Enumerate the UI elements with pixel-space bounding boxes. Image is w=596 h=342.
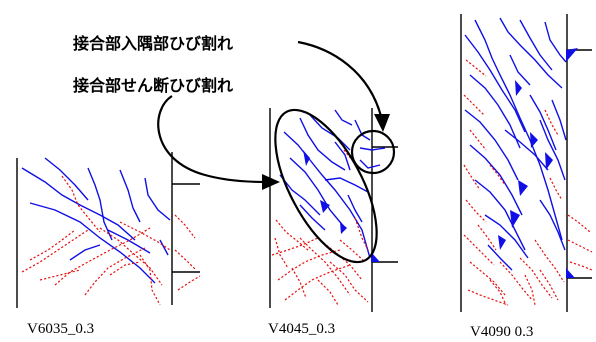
specimen-label-v6035: V6035_0.3 xyxy=(27,321,94,337)
panel-v4090-frame xyxy=(460,14,592,312)
corner-crack-circle xyxy=(350,129,396,175)
panel-v6035-cracks-solid xyxy=(21,157,171,284)
panel-v4045-wedge-2 xyxy=(320,200,330,213)
panel-v4090-cracks-solid xyxy=(464,17,567,271)
panel-v4090-wedge-8 xyxy=(566,268,575,278)
panel-v4045 xyxy=(269,108,398,312)
shear-crack-ellipse xyxy=(274,108,378,264)
specimen-label-v4045: V4045_0.3 xyxy=(268,321,335,337)
panel-v4045-wedge-4 xyxy=(371,252,380,262)
panel-v4090-wedge-4 xyxy=(518,180,528,196)
label-corner-crack: 接合部入隅部ひび割れ xyxy=(73,34,233,53)
arrow-corner-crack-head xyxy=(374,114,390,132)
panel-v4045-wedge-1 xyxy=(303,150,310,166)
panel-v4045-cracks-solid xyxy=(279,109,386,259)
arrow-shear-crack-head xyxy=(262,174,280,190)
panel-v6035-cracks-dashed xyxy=(21,175,201,306)
panel-v4045-wedge-3 xyxy=(340,222,347,234)
panel-v4090-wedge-3 xyxy=(530,132,538,148)
panel-v4090-wedge-6 xyxy=(545,152,553,170)
panel-v4090-wedge-1 xyxy=(566,48,578,62)
arrow-corner-crack-line xyxy=(297,40,384,121)
panel-v4090-wedge-5 xyxy=(510,210,520,228)
panel-v6035 xyxy=(16,152,201,308)
panel-v4090-cracks-dashed xyxy=(463,59,593,306)
panel-v4045-frame xyxy=(269,108,398,312)
specimen-label-v4090: V4090 0.3 xyxy=(470,324,533,340)
panel-v4090-wedge-7 xyxy=(498,235,506,250)
arrow-shear-crack-line xyxy=(157,95,267,184)
panel-v4090-wedge-2 xyxy=(515,80,522,96)
label-shear-crack: 接合部せん断ひび割れ xyxy=(73,76,233,95)
panel-v6035-frame xyxy=(16,152,200,308)
panel-v4090 xyxy=(460,14,593,312)
